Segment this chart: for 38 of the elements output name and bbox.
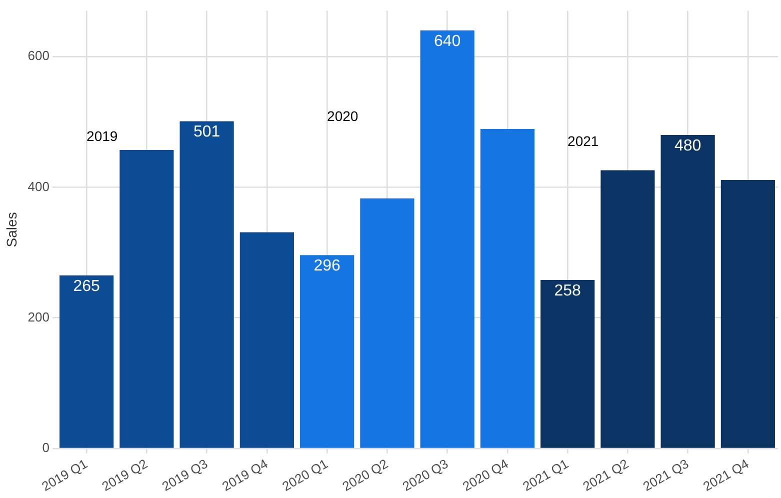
bar bbox=[59, 275, 114, 448]
data-label: 265 bbox=[73, 278, 100, 295]
y-tick-label: 0 bbox=[42, 440, 50, 456]
x-tick-label: 2019 Q1 bbox=[39, 456, 90, 494]
x-tick-label: 2019 Q4 bbox=[220, 456, 270, 494]
data-label: 640 bbox=[434, 32, 461, 50]
bar bbox=[720, 180, 775, 448]
data-label: 296 bbox=[314, 258, 340, 275]
bar bbox=[540, 280, 595, 448]
x-tick-label: 2020 Q4 bbox=[460, 456, 511, 494]
bar bbox=[420, 30, 474, 448]
bar bbox=[600, 170, 655, 448]
x-tick-label: 2019 Q2 bbox=[99, 456, 150, 494]
x-tick-label: 2021 Q4 bbox=[700, 456, 752, 494]
annotation: 2021 bbox=[568, 132, 599, 149]
bar bbox=[300, 255, 354, 448]
data-label: 258 bbox=[554, 282, 582, 300]
x-tick-label: 2021 Q3 bbox=[640, 456, 692, 494]
data-label: 501 bbox=[193, 124, 220, 141]
y-tick-label: 400 bbox=[28, 178, 50, 194]
x-tick-label: 2020 Q2 bbox=[340, 456, 390, 494]
y-axis-title: Sales bbox=[3, 212, 20, 248]
bar bbox=[360, 198, 414, 448]
x-tick-label: 2019 Q3 bbox=[159, 456, 210, 494]
bar bbox=[120, 150, 174, 448]
annotation: 2020 bbox=[327, 108, 358, 124]
bar bbox=[240, 232, 294, 448]
x-tick-label: 2020 Q3 bbox=[400, 456, 451, 494]
x-tick-label: 2021 Q1 bbox=[520, 456, 571, 494]
data-label: 480 bbox=[674, 137, 702, 154]
annotation: 2019 bbox=[86, 128, 118, 144]
x-tick-label: 2020 Q1 bbox=[280, 456, 330, 494]
bar bbox=[180, 121, 234, 448]
y-tick-label: 600 bbox=[28, 48, 50, 64]
x-tick-label: 2021 Q2 bbox=[580, 456, 631, 494]
bar bbox=[660, 134, 715, 448]
y-tick-label: 200 bbox=[28, 309, 50, 324]
bar bbox=[480, 129, 534, 448]
